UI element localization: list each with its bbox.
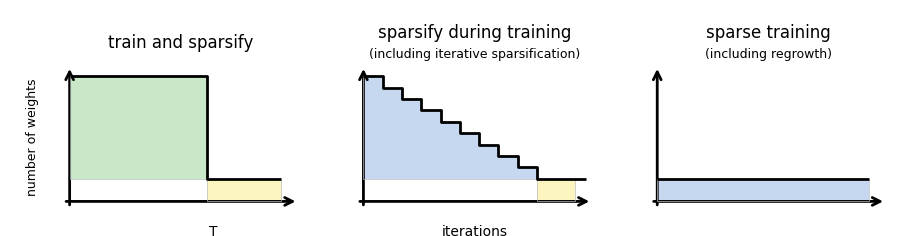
Text: sparsify during training: sparsify during training — [377, 25, 571, 42]
Text: (including iterative sparsification): (including iterative sparsification) — [368, 48, 580, 61]
Polygon shape — [207, 179, 281, 201]
Text: number of weights: number of weights — [26, 78, 39, 196]
Text: train and sparsify: train and sparsify — [108, 34, 253, 52]
Text: (including regrowth): (including regrowth) — [704, 48, 831, 61]
Polygon shape — [363, 76, 536, 179]
Polygon shape — [536, 179, 574, 201]
Text: iterations: iterations — [441, 225, 507, 236]
Text: T: T — [209, 225, 218, 236]
Polygon shape — [656, 179, 868, 201]
Text: sparse training: sparse training — [705, 25, 830, 42]
Polygon shape — [70, 76, 207, 179]
